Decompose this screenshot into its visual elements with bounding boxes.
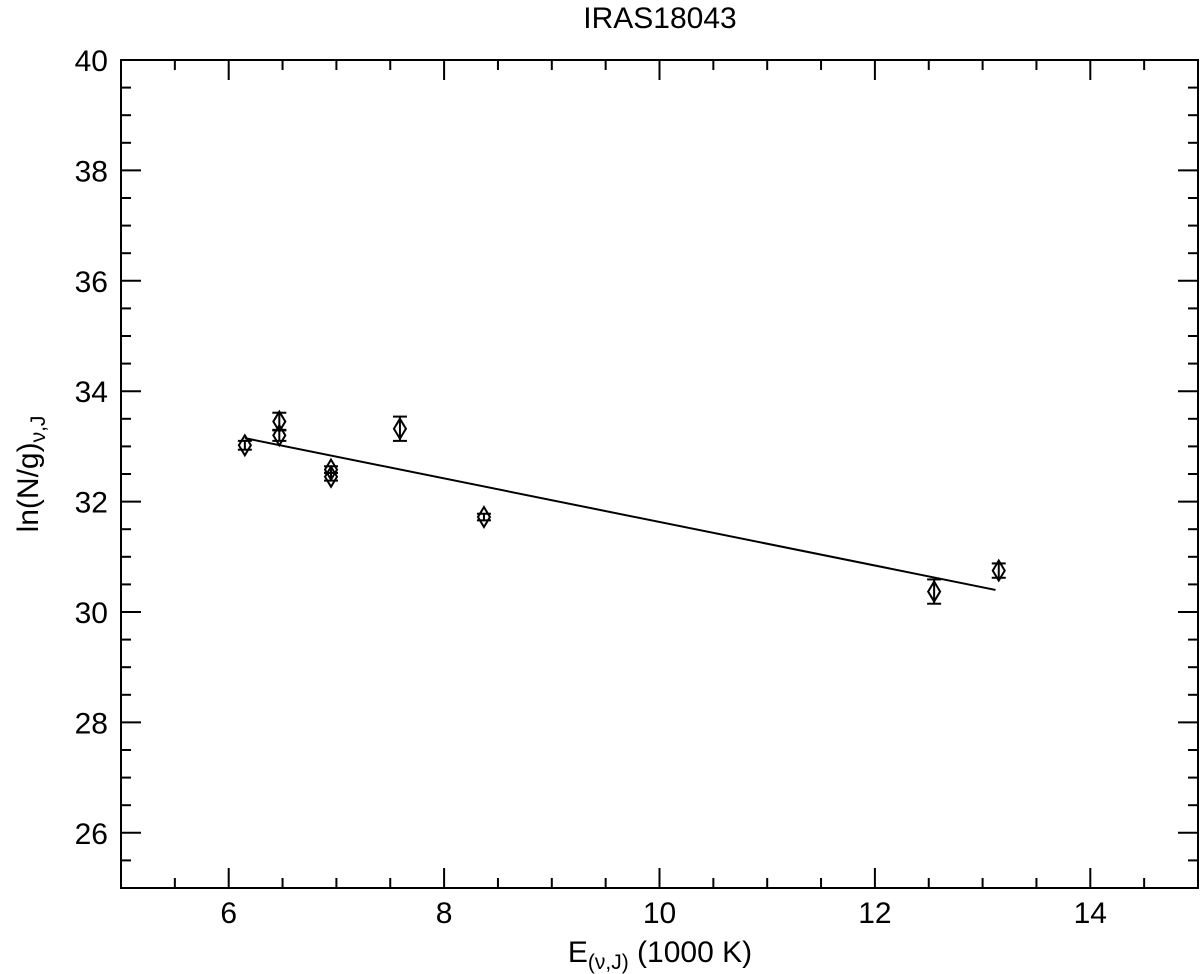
data-point xyxy=(991,558,1006,583)
y-tick-label: 38 xyxy=(75,155,108,188)
data-point xyxy=(323,464,339,489)
x-axis-label-main: E xyxy=(568,936,588,969)
data-point xyxy=(926,578,942,605)
y-tick-label: 36 xyxy=(75,266,108,299)
diamond-marker xyxy=(392,416,408,441)
x-tick-label: 14 xyxy=(1074,897,1107,930)
x-tick-label: 12 xyxy=(858,897,891,930)
chart-title: IRAS18043 xyxy=(583,2,736,35)
data-point xyxy=(392,415,408,442)
y-tick-label: 40 xyxy=(75,45,108,78)
y-tick-label: 26 xyxy=(75,818,108,851)
data-point xyxy=(237,433,253,458)
x-axis-label-subscript: (ν,J) xyxy=(588,951,629,974)
y-axis-label-subscript: ν,J xyxy=(27,416,50,443)
y-tick-label: 32 xyxy=(75,487,108,520)
diamond-marker xyxy=(476,505,492,529)
fit-line-group xyxy=(244,437,996,591)
x-tick-label: 8 xyxy=(436,897,453,930)
x-axis-label: E(ν,J) (1000 K) xyxy=(568,936,752,974)
x-tick-label: 6 xyxy=(220,897,237,930)
x-tick-label: 10 xyxy=(643,897,676,930)
diamond-marker xyxy=(323,464,339,489)
plot-frame xyxy=(120,59,1199,889)
fit-line xyxy=(244,437,996,591)
axes: 6 8 10 12 14 26 28 30 32 34 36 38 40 xyxy=(75,45,1199,930)
y-tick-label: 30 xyxy=(75,597,108,630)
y-tick-label: 28 xyxy=(75,707,108,740)
y-tick-label: 34 xyxy=(75,376,108,409)
data-point xyxy=(476,505,492,529)
y-axis-label-main: ln(N/g) xyxy=(12,442,45,532)
y-axis-label: ln(N/g)ν,J xyxy=(12,416,50,533)
diamond-marker xyxy=(237,433,253,458)
diamond-marker xyxy=(272,423,287,448)
data-point xyxy=(272,409,287,434)
diamond-marker xyxy=(991,558,1006,583)
x-axis-label-suffix: (1000 K) xyxy=(629,936,752,969)
diamond-marker xyxy=(926,579,942,604)
data-point xyxy=(272,423,287,448)
data-points xyxy=(237,409,1006,605)
